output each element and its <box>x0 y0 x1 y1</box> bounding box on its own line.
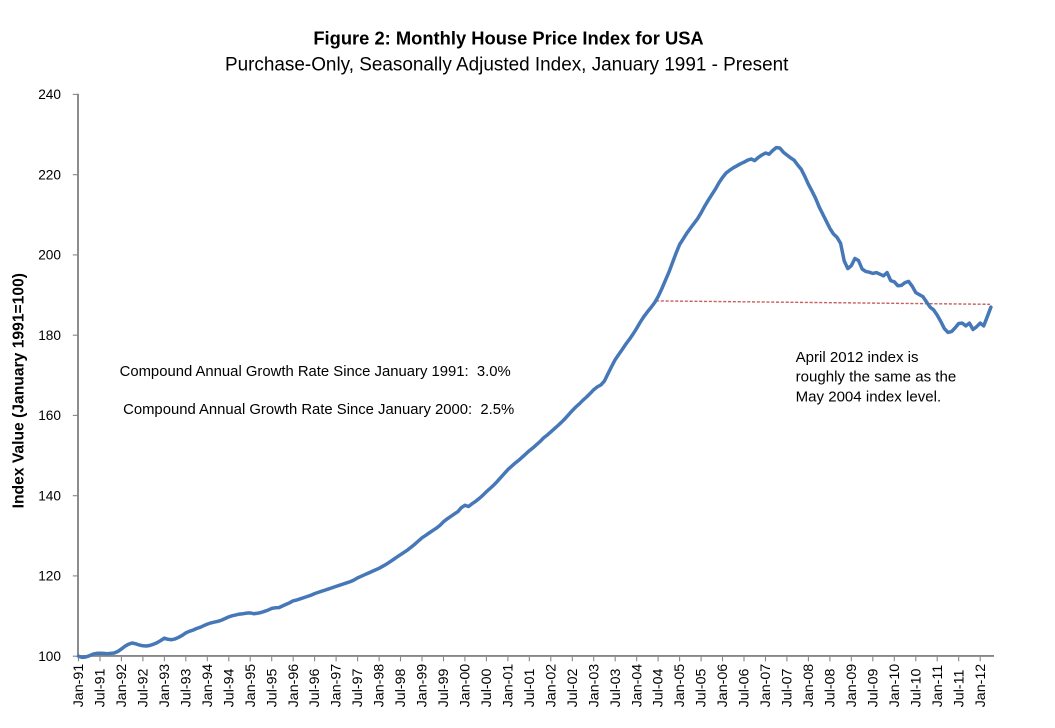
svg-text:Jan-02: Jan-02 <box>543 664 559 708</box>
svg-text:Jul-02: Jul-02 <box>565 668 581 707</box>
svg-text:Jul-11: Jul-11 <box>951 670 967 708</box>
svg-text:Jan-11: Jan-11 <box>930 665 946 708</box>
svg-text:May 2004 index level.: May 2004 index level. <box>796 389 942 406</box>
svg-text:Jul-10: Jul-10 <box>908 668 924 707</box>
svg-text:220: 220 <box>38 167 61 182</box>
svg-text:April 2012 index is: April 2012 index is <box>796 349 919 366</box>
svg-text:Jan-07: Jan-07 <box>758 664 774 708</box>
svg-text:Jul-98: Jul-98 <box>393 668 409 707</box>
svg-text:Jul-01: Jul-01 <box>522 668 538 707</box>
svg-text:Jul-05: Jul-05 <box>694 668 710 707</box>
svg-text:160: 160 <box>38 408 61 423</box>
svg-text:Jan-06: Jan-06 <box>715 664 731 708</box>
svg-text:Jul-93: Jul-93 <box>178 668 194 707</box>
svg-text:Jan-12: Jan-12 <box>973 664 989 708</box>
svg-text:Jul-97: Jul-97 <box>350 668 366 707</box>
svg-text:120: 120 <box>38 569 61 584</box>
svg-text:Jul-06: Jul-06 <box>737 668 753 707</box>
svg-text:180: 180 <box>38 328 61 343</box>
svg-text:240: 240 <box>38 87 61 102</box>
svg-text:Jan-01: Jan-01 <box>501 664 517 708</box>
svg-text:100: 100 <box>38 649 61 664</box>
svg-text:Jan-10: Jan-10 <box>887 664 903 708</box>
svg-text:Purchase-Only, Seasonally Adju: Purchase-Only, Seasonally Adjusted Index… <box>225 55 789 76</box>
svg-text:Jul-96: Jul-96 <box>307 668 323 707</box>
svg-text:Index Value (January 1991=100): Index Value (January 1991=100) <box>11 273 28 508</box>
svg-text:Figure 2: Monthly House Price: Figure 2: Monthly House Price Index for … <box>313 27 703 48</box>
svg-text:Jul-99: Jul-99 <box>436 668 452 707</box>
svg-text:Jan-09: Jan-09 <box>844 664 860 708</box>
svg-text:Jul-04: Jul-04 <box>651 668 667 707</box>
svg-text:Compound Annual Growth Rate Si: Compound Annual Growth Rate Since Januar… <box>123 402 514 418</box>
svg-text:Jul-95: Jul-95 <box>264 668 280 707</box>
svg-text:Jan-94: Jan-94 <box>200 664 216 708</box>
svg-text:Jul-92: Jul-92 <box>136 668 152 707</box>
svg-text:Jan-91: Jan-91 <box>71 664 87 708</box>
svg-text:140: 140 <box>38 488 61 503</box>
svg-text:Jul-08: Jul-08 <box>823 668 839 707</box>
svg-text:Jan-08: Jan-08 <box>801 664 817 708</box>
svg-text:Jan-96: Jan-96 <box>286 664 302 708</box>
svg-text:Jan-03: Jan-03 <box>586 664 602 708</box>
svg-text:Jul-94: Jul-94 <box>221 668 237 707</box>
svg-text:Jan-00: Jan-00 <box>458 664 474 708</box>
svg-text:roughly the same as the: roughly the same as the <box>796 369 957 386</box>
svg-text:Jan-99: Jan-99 <box>415 664 431 708</box>
svg-text:Jul-09: Jul-09 <box>865 668 881 707</box>
svg-text:Jan-95: Jan-95 <box>243 664 259 708</box>
svg-text:Jan-92: Jan-92 <box>114 664 130 708</box>
svg-text:Compound Annual Growth Rate Si: Compound Annual Growth Rate Since Januar… <box>120 364 511 380</box>
svg-text:Jul-03: Jul-03 <box>608 668 624 707</box>
svg-text:Jul-07: Jul-07 <box>780 668 796 707</box>
svg-text:Jan-05: Jan-05 <box>672 664 688 708</box>
svg-text:Jan-97: Jan-97 <box>329 664 345 708</box>
svg-text:Jan-04: Jan-04 <box>629 664 645 708</box>
svg-text:Jul-91: Jul-91 <box>93 668 109 707</box>
svg-text:Jan-98: Jan-98 <box>372 664 388 708</box>
svg-text:200: 200 <box>38 248 61 263</box>
svg-text:Jan-93: Jan-93 <box>157 664 173 708</box>
svg-text:Jul-00: Jul-00 <box>479 668 495 707</box>
